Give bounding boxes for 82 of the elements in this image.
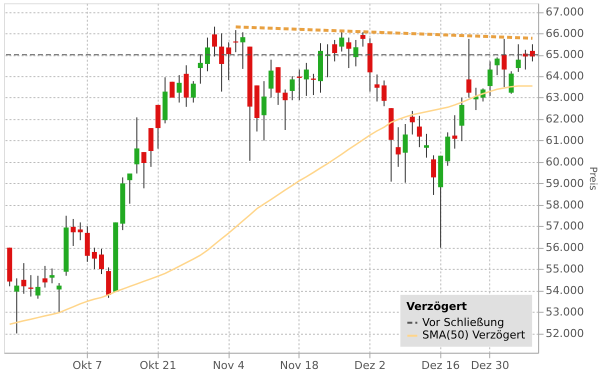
candlestick	[502, 38, 507, 88]
y-tick-label: 61.000	[546, 134, 584, 147]
candlestick	[84, 226, 90, 262]
candlestick	[431, 154, 436, 196]
x-tick-label: Nov 4	[212, 359, 245, 372]
candlestick	[14, 278, 20, 334]
legend-title: Verzögert	[406, 300, 467, 313]
legend-label: Vor Schließung	[422, 316, 504, 329]
candlestick	[424, 133, 429, 158]
candlestick	[176, 74, 182, 104]
y-axis-title: Preis	[587, 166, 598, 190]
candlestick	[310, 73, 316, 96]
candlestick	[374, 74, 380, 102]
candlestick	[21, 262, 26, 294]
candlestick	[268, 59, 274, 98]
candlestick	[42, 265, 48, 288]
candlestick	[134, 116, 140, 174]
x-tick-label: Dez 2	[354, 359, 386, 372]
candlestick	[290, 76, 295, 101]
candlestick	[141, 152, 146, 189]
candlestick	[508, 70, 514, 94]
y-tick-label: 62.000	[546, 112, 584, 126]
candlestick	[466, 38, 472, 98]
candlestick	[98, 248, 104, 275]
candlestick	[92, 247, 97, 270]
candlestick	[346, 37, 352, 69]
candlestick	[416, 115, 422, 148]
y-tick-label: 59.000	[546, 176, 584, 190]
candlestick	[204, 37, 210, 72]
candlestick	[226, 42, 232, 81]
candlestick	[70, 218, 76, 246]
x-tick-label: Dez 30	[470, 359, 510, 372]
candlestick	[530, 44, 535, 62]
y-tick-label: 52.000	[546, 326, 584, 340]
candlestick	[35, 275, 40, 300]
candlestick	[212, 26, 218, 57]
candlestick	[233, 30, 238, 53]
candlestick	[184, 64, 189, 108]
candlestick	[402, 123, 408, 184]
y-tick-label: 66.000	[546, 26, 584, 40]
candlestick	[410, 110, 415, 135]
y-tick-label: 56.000	[546, 241, 584, 254]
candlestick	[488, 60, 493, 96]
candlestick	[28, 274, 34, 298]
candlestick	[452, 114, 458, 150]
x-tick-label: Okt 21	[140, 359, 176, 372]
candlestick	[459, 97, 464, 142]
candlestick	[156, 104, 161, 150]
candlestick	[516, 44, 521, 72]
candlestick	[353, 39, 358, 67]
candlestick	[304, 62, 309, 96]
candlestick	[396, 126, 401, 168]
y-tick-label: 55.000	[546, 262, 584, 276]
y-tick-label: 60.000	[546, 155, 584, 168]
candlestick	[282, 88, 288, 130]
y-tick-label: 65.000	[546, 48, 584, 62]
candlestick	[261, 80, 266, 141]
candlestick	[219, 32, 224, 92]
candlestick	[332, 39, 338, 62]
candlestick	[494, 56, 500, 76]
x-tick-label: Okt 7	[72, 359, 102, 372]
candlestick	[296, 69, 302, 101]
x-tick-label: Dez 16	[421, 359, 460, 372]
candlestick	[240, 32, 246, 70]
candlestick	[339, 30, 344, 52]
y-tick-label: 67.000	[546, 5, 584, 18]
y-tick-label: 58.000	[546, 198, 584, 212]
x-tick-label: Nov 18	[280, 359, 319, 372]
candlestick	[198, 54, 203, 84]
candlestick	[106, 266, 112, 298]
candlestick	[50, 268, 55, 284]
y-tick-label: 54.000	[546, 284, 584, 298]
y-tick-label: 63.000	[546, 91, 584, 104]
y-tick-label: 57.000	[546, 220, 584, 233]
y-tick-label: 64.000	[546, 70, 584, 83]
legend-label: SMA(50) Verzögert	[422, 328, 526, 342]
candlestick	[382, 80, 387, 107]
candlestick	[360, 32, 366, 48]
candlestick	[148, 128, 154, 168]
y-tick-label: 53.000	[546, 305, 584, 318]
candlestick	[56, 282, 62, 314]
candlestick	[190, 80, 196, 104]
